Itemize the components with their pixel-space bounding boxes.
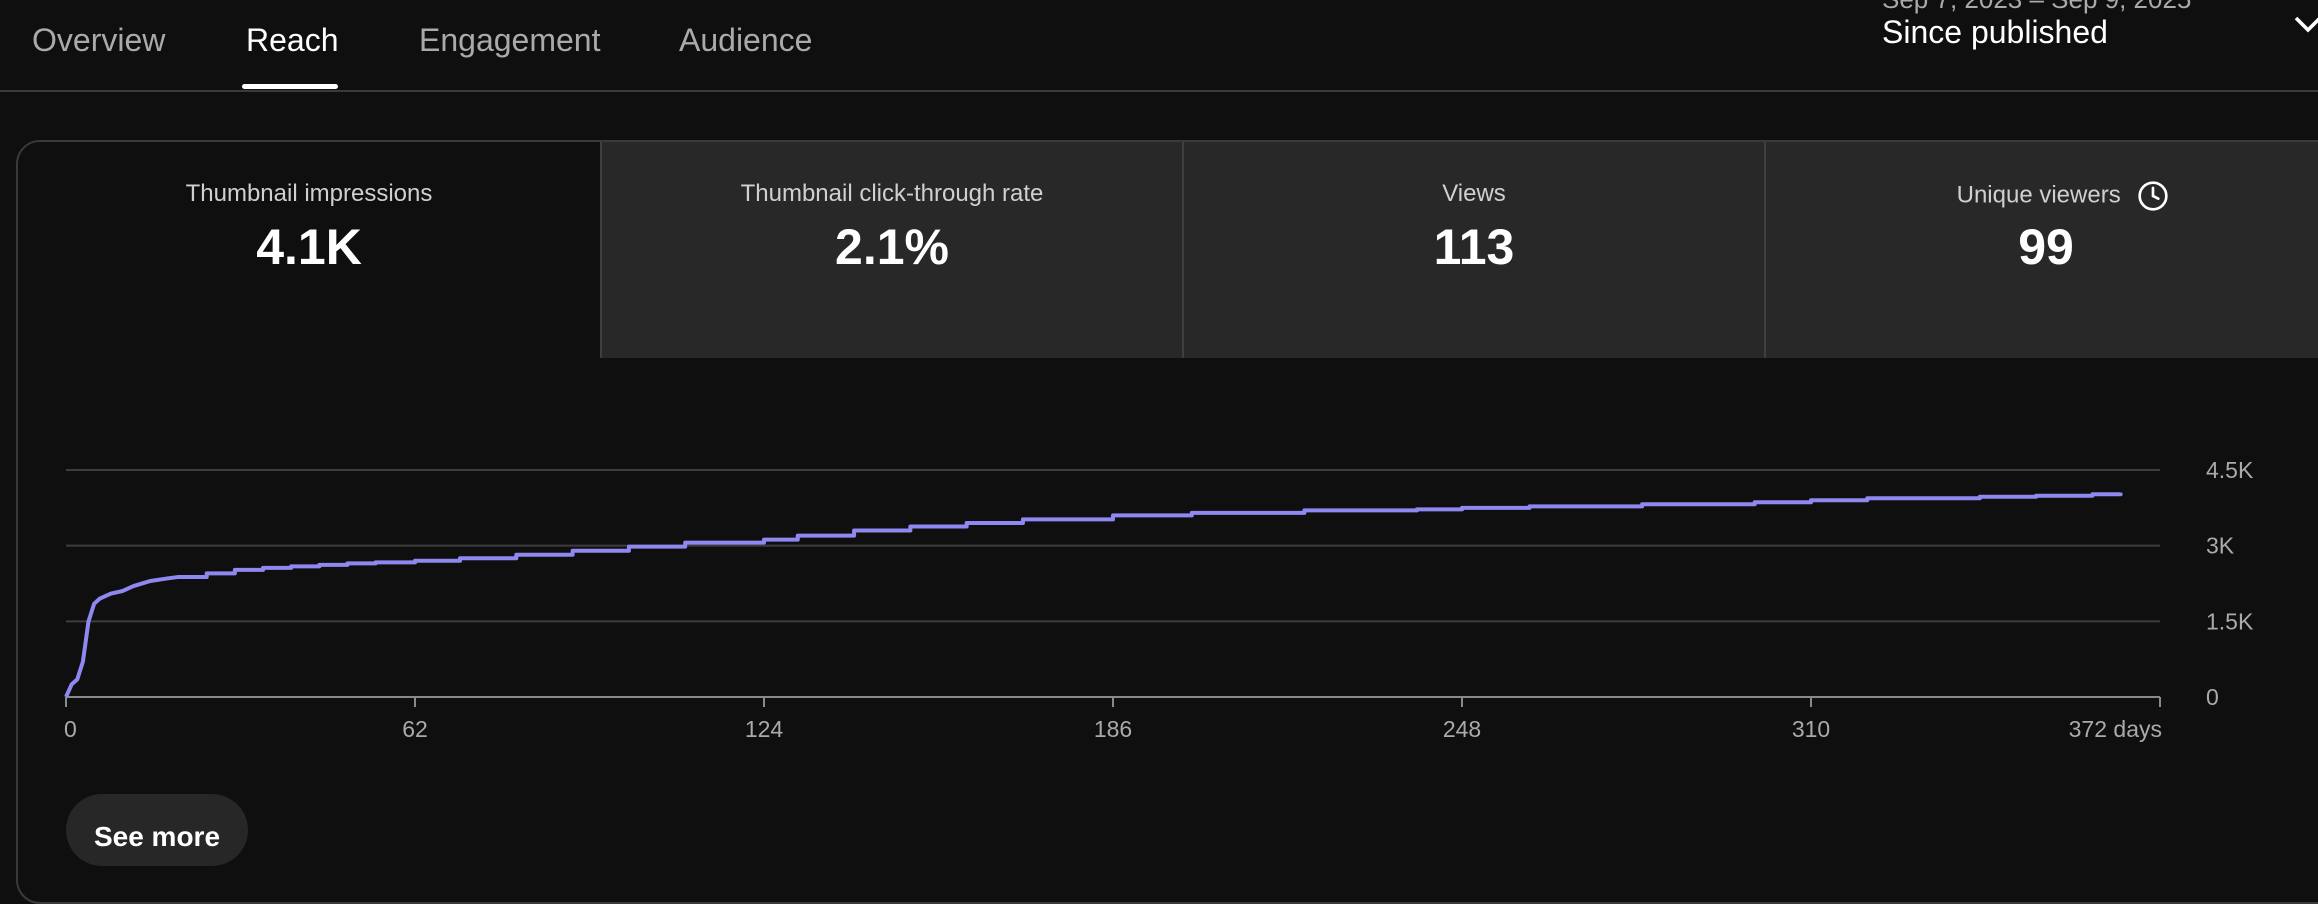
- metric-value: 99: [2018, 219, 2074, 275]
- x-tick-label: 310: [1792, 716, 1830, 742]
- metric-label-row: Unique viewers: [1766, 180, 2318, 212]
- tab-engagement[interactable]: Engagement: [419, 22, 601, 58]
- y-tick-label: 4.5K: [2206, 457, 2254, 483]
- metric-label: Thumbnail impressions: [185, 180, 433, 207]
- x-tick-label: 186: [1094, 716, 1132, 742]
- metric-value: 113: [1433, 219, 1515, 275]
- metric-value: 4.1K: [256, 219, 362, 275]
- impressions-line-chart: 0 1.5K 3K 4.5K 0 62 124 186 248 310 372 days: [64, 457, 2254, 742]
- active-tab-indicator: [242, 84, 338, 89]
- date-range-label: Since published: [1882, 14, 2108, 50]
- clock-icon[interactable]: [2137, 180, 2169, 212]
- metric-unique-viewers[interactable]: Unique viewers 99: [1764, 142, 2318, 358]
- metric-thumbnail-impressions[interactable]: Thumbnail impressions 4.1K: [18, 142, 600, 358]
- y-tick-label: 0: [2206, 684, 2219, 710]
- see-more-button[interactable]: See more: [66, 794, 248, 866]
- x-tick-label: 0: [64, 716, 77, 742]
- x-tick-label: 62: [402, 716, 428, 742]
- series-line: [64, 492, 2123, 698]
- x-tick-label: 248: [1443, 716, 1481, 742]
- tab-audience[interactable]: Audience: [679, 22, 813, 58]
- chevron-down-icon[interactable]: [2290, 6, 2318, 42]
- tabs-divider: [0, 90, 2318, 92]
- reach-card: Thumbnail impressions 4.1K Thumbnail cli…: [16, 140, 2318, 904]
- x-tick-label: 124: [745, 716, 784, 742]
- tab-bar: Overview Reach Engagement Audience: [0, 0, 2318, 92]
- tab-overview[interactable]: Overview: [32, 22, 166, 58]
- y-tick-label: 3K: [2206, 533, 2235, 559]
- date-range-text: Sep 7, 2023 – Sep 9, 2025: [1882, 0, 2191, 15]
- tab-reach[interactable]: Reach: [246, 22, 339, 58]
- x-tick-label: 372 days: [2069, 716, 2162, 742]
- y-tick-label: 1.5K: [2206, 608, 2254, 634]
- metric-label: Views: [1442, 180, 1506, 207]
- metric-click-through-rate[interactable]: Thumbnail click-through rate 2.1%: [600, 142, 1182, 358]
- metric-value: 2.1%: [835, 219, 949, 275]
- metric-label: Unique viewers: [1956, 181, 2121, 209]
- metric-label: Thumbnail click-through rate: [740, 180, 1044, 207]
- metric-views[interactable]: Views 113: [1182, 142, 1764, 358]
